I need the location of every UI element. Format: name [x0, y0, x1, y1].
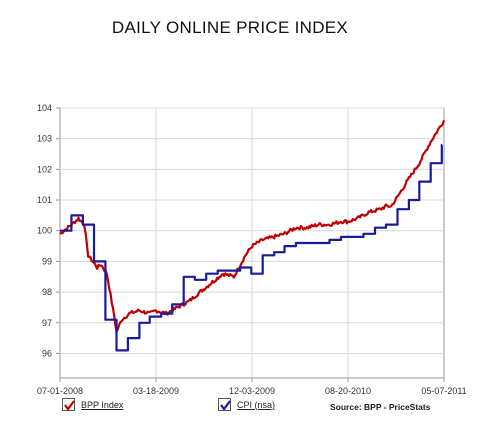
x-tick-label: 12-03-2009	[229, 386, 275, 396]
legend-item-cpi[interactable]: CPI (nsa)	[218, 398, 275, 411]
y-tick-label: 100	[37, 226, 52, 236]
y-tick-label: 97	[42, 318, 52, 328]
y-tick-label: 98	[42, 287, 52, 297]
x-tick-label: 08-20-2010	[325, 386, 371, 396]
y-tick-label: 102	[37, 164, 52, 174]
check-icon	[62, 398, 75, 411]
y-tick-label: 101	[37, 195, 52, 205]
check-icon	[218, 398, 231, 411]
legend-label-bpp: BPP Index	[81, 399, 124, 410]
y-tick-label: 99	[42, 256, 52, 266]
chart-title: DAILY ONLINE PRICE INDEX	[111, 18, 349, 37]
series-line-bpp	[59, 119, 446, 333]
x-tick-label: 05-07-2011	[421, 386, 466, 396]
source-note: Source: BPP - PriceStats	[330, 402, 431, 412]
series-line-cpi	[60, 143, 443, 352]
legend-item-bpp[interactable]: BPP Index	[62, 398, 123, 411]
x-tick-label: 03-18-2009	[133, 386, 179, 396]
y-tick-label: 103	[37, 134, 52, 144]
y-tick-label: 104	[37, 103, 52, 113]
y-tick-label: 96	[42, 348, 52, 358]
legend-label-cpi: CPI (nsa)	[237, 399, 276, 410]
x-tick-label: 07-01-2008	[37, 386, 83, 396]
